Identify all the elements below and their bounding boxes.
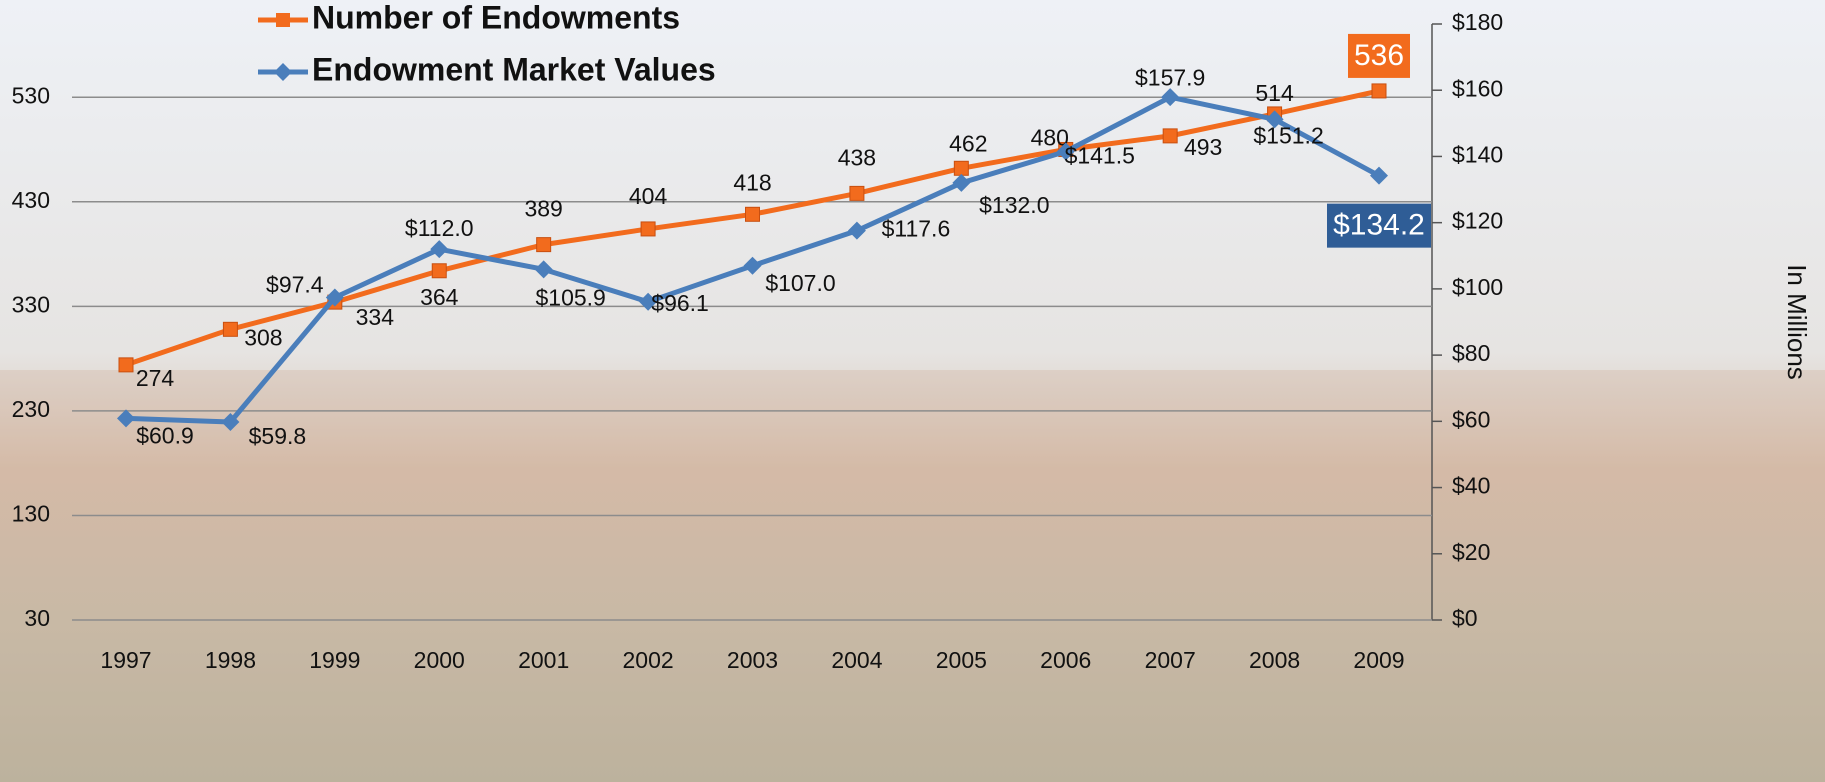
value-label: $96.1 [651, 290, 709, 316]
value-label: 334 [356, 304, 395, 330]
value-label: 404 [629, 183, 668, 209]
y2-tick-label: $140 [1452, 142, 1503, 168]
y-tick-label: 530 [12, 82, 50, 108]
y2-tick-label: $120 [1452, 208, 1503, 234]
value-label: $141.5 [1065, 143, 1135, 169]
x-tick-label: 1998 [205, 647, 256, 673]
marker [743, 256, 762, 275]
marker [1161, 88, 1180, 107]
y-tick-label: 430 [12, 187, 50, 213]
x-tick-label: 2003 [727, 647, 778, 673]
y-tick-label: 330 [12, 291, 50, 317]
value-label: $151.2 [1253, 122, 1323, 148]
y2-tick-label: $0 [1452, 605, 1478, 631]
value-label-box [1327, 203, 1431, 248]
legend-text: Endowment Market Values [312, 51, 716, 87]
value-label: 493 [1184, 134, 1222, 160]
value-label: 389 [524, 196, 562, 222]
marker [1162, 128, 1178, 144]
value-label: $105.9 [535, 284, 605, 310]
value-label: $97.4 [266, 272, 324, 298]
y-tick-label: 230 [12, 396, 50, 422]
value-label: $134.2 [1333, 209, 1425, 242]
y2-tick-label: $180 [1452, 9, 1503, 35]
value-label-box [1348, 33, 1410, 78]
y2-tick-label: $40 [1452, 473, 1490, 499]
value-label: 274 [136, 365, 175, 391]
marker [118, 357, 134, 373]
value-label: $107.0 [765, 270, 835, 296]
y2-tick-label: $60 [1452, 406, 1490, 432]
marker [534, 260, 553, 279]
marker [431, 263, 447, 279]
x-tick-label: 2001 [518, 647, 569, 673]
value-label: 514 [1255, 80, 1294, 106]
legend-text: Number of Endowments [312, 0, 680, 35]
x-tick-label: 2008 [1249, 647, 1300, 673]
marker [1265, 110, 1284, 129]
value-label: $112.0 [405, 215, 474, 241]
x-tick-label: 2009 [1353, 647, 1404, 673]
value-label: $117.6 [882, 216, 951, 242]
y-tick-label: 130 [12, 501, 50, 527]
value-label: 364 [420, 284, 459, 310]
x-tick-label: 2006 [1040, 647, 1091, 673]
y2-tick-label: $80 [1452, 340, 1490, 366]
value-label: $157.9 [1135, 64, 1205, 90]
marker [745, 206, 760, 222]
value-label: $60.9 [136, 422, 194, 448]
marker [849, 185, 865, 201]
value-label: 418 [733, 169, 771, 195]
marker [1056, 142, 1075, 161]
marker [430, 240, 449, 259]
x-tick-label: 2002 [622, 647, 673, 673]
y2-tick-label: $20 [1452, 539, 1490, 565]
x-tick-label: 1999 [309, 647, 360, 673]
background-buildings [0, 370, 1825, 782]
value-label: 462 [949, 130, 987, 156]
legend-marker [274, 63, 292, 81]
y2-tick-label: $160 [1452, 75, 1503, 101]
marker [117, 409, 135, 428]
x-tick-label: 1997 [100, 647, 151, 673]
x-tick-label: 2005 [936, 647, 987, 673]
value-label: $59.8 [249, 423, 307, 449]
value-label: 438 [838, 144, 876, 170]
marker [1371, 83, 1387, 99]
marker [325, 288, 344, 307]
marker [1370, 166, 1388, 185]
y2-tick-label: $100 [1452, 274, 1503, 300]
marker [221, 412, 240, 431]
x-tick-label: 2000 [414, 647, 465, 673]
y-tick-label: 30 [24, 605, 50, 631]
marker [847, 221, 866, 240]
x-tick-label: 2004 [831, 647, 882, 673]
marker [639, 292, 658, 311]
y2-axis-title: In Millions [1782, 264, 1812, 380]
legend-marker [276, 13, 290, 27]
x-tick-label: 2007 [1145, 647, 1196, 673]
marker [536, 237, 552, 253]
value-label: 308 [244, 324, 282, 350]
marker [222, 321, 238, 337]
value-label: $132.0 [979, 192, 1049, 218]
marker [953, 160, 969, 176]
value-label: 536 [1354, 39, 1404, 72]
marker [952, 173, 971, 192]
marker [640, 221, 656, 237]
